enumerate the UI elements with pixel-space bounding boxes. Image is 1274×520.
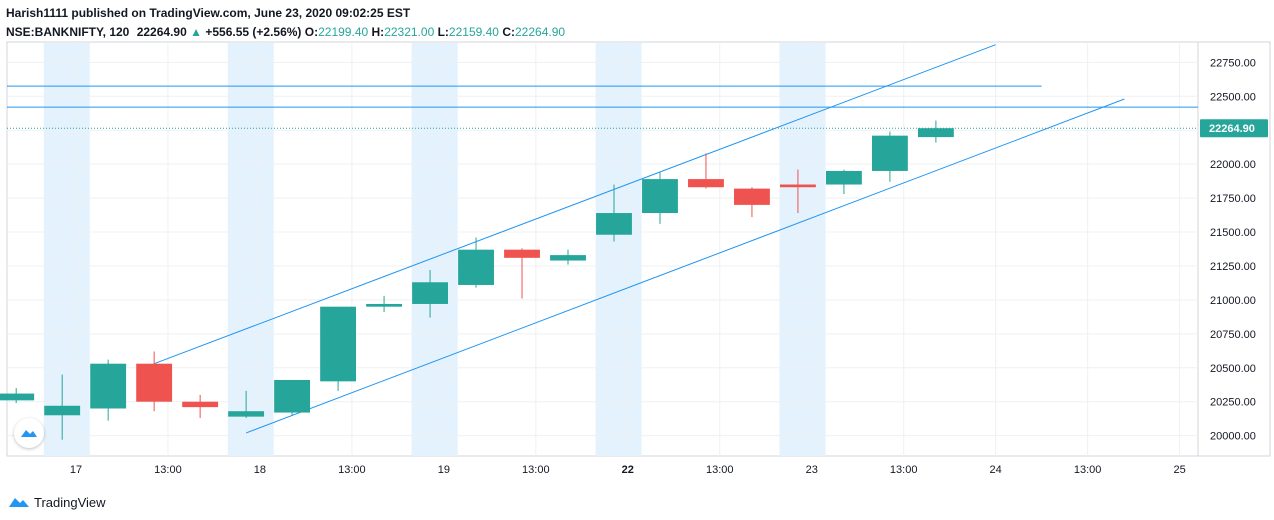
- candle-body: [596, 213, 632, 235]
- legend-line: NSE:BANKNIFTY, 120 22264.90 ▲ +556.55 (+…: [6, 24, 565, 41]
- y-tick-label: 20500.00: [1210, 363, 1256, 375]
- y-tick-label: 21500.00: [1210, 227, 1256, 239]
- last-price-tag-label: 22264.90: [1209, 123, 1255, 135]
- candle: [596, 184, 632, 242]
- candle-body: [458, 249, 494, 285]
- candle-body: [504, 249, 540, 258]
- session-band: [43, 43, 90, 456]
- candle: [412, 270, 448, 318]
- x-tick-label: 13:00: [890, 464, 918, 476]
- candle-body: [642, 179, 678, 214]
- tradingview-logo-icon: [21, 430, 37, 437]
- price-chart[interactable]: 20000.00 20250.00 20500.00 20750.00 21000.00…: [0, 0, 1274, 490]
- x-tick-label: 13:00: [522, 464, 550, 476]
- y-tick-label: 22000.00: [1210, 159, 1256, 171]
- candle-body: [136, 363, 173, 402]
- candle: [550, 249, 586, 265]
- candle-body: [825, 170, 862, 185]
- y-tick-label: 21000.00: [1210, 295, 1256, 307]
- y-tick-label: 22500.00: [1210, 91, 1256, 103]
- session-band: [411, 43, 458, 456]
- x-tick-label: 13:00: [154, 464, 182, 476]
- x-tick-label: 13:00: [1074, 464, 1102, 476]
- candle: [320, 306, 357, 391]
- x-tick-label: 23: [806, 464, 818, 476]
- open-value: 22199.40: [318, 25, 369, 39]
- open-label: O:: [304, 25, 319, 39]
- candle: [780, 169, 816, 214]
- candle-body: [228, 411, 265, 417]
- y-tick-label: 20000.00: [1210, 431, 1256, 443]
- candle: [366, 295, 403, 313]
- candle: [90, 359, 127, 421]
- session-band: [779, 43, 826, 456]
- y-tick-label: 21250.00: [1210, 261, 1256, 273]
- high-value: 22321.00: [384, 25, 435, 39]
- candle: [825, 169, 862, 195]
- footer: TradingView: [8, 491, 106, 513]
- x-tick-label: 24: [990, 464, 1002, 476]
- x-tick-label: 22: [622, 464, 634, 476]
- candle-body: [90, 363, 127, 409]
- low-label: L:: [437, 25, 449, 39]
- candle-body: [366, 303, 403, 307]
- session-band: [227, 43, 274, 456]
- candle: [917, 120, 954, 143]
- last-price: 22264.90: [136, 25, 187, 39]
- close-value: 22264.90: [515, 25, 566, 39]
- candle: [734, 187, 770, 218]
- candle: [136, 351, 173, 412]
- up-arrow-icon: ▲: [190, 25, 202, 39]
- candle-body: [871, 135, 908, 171]
- candle-body: [734, 188, 770, 205]
- trend-channel-line: [245, 98, 1125, 434]
- high-label: H:: [371, 25, 385, 39]
- last-price-tag: [1200, 119, 1268, 138]
- close-label: C:: [502, 25, 515, 39]
- candle: [642, 172, 678, 224]
- x-tick-label: 19: [438, 464, 450, 476]
- y-tick-label: 20750.00: [1210, 329, 1256, 341]
- candle-body: [412, 282, 448, 304]
- chart-header: Harish1111 published on TradingView.com,…: [6, 5, 565, 41]
- candle-body: [688, 179, 724, 188]
- candle: [274, 379, 311, 416]
- y-tick-label: 20250.00: [1210, 397, 1256, 409]
- symbol-label[interactable]: NSE:BANKNIFTY, 120: [6, 25, 130, 39]
- candle-body: [182, 401, 219, 408]
- x-tick-label: 18: [254, 464, 266, 476]
- publish-info: Harish1111 published on TradingView.com,…: [6, 5, 565, 22]
- candle: [688, 153, 724, 189]
- candle: [0, 388, 35, 404]
- candle: [182, 394, 219, 418]
- x-tick-label: 13:00: [706, 464, 734, 476]
- candle: [228, 390, 265, 418]
- y-tick-label: 22750.00: [1210, 57, 1256, 69]
- candle-body: [550, 255, 586, 261]
- x-tick-label: 25: [1173, 464, 1185, 476]
- candle: [458, 237, 494, 288]
- session-band: [595, 43, 642, 456]
- candle-body: [44, 405, 81, 416]
- tradingview-footer-logo-icon[interactable]: [8, 495, 30, 509]
- candle-body: [780, 184, 816, 188]
- candle-body: [0, 393, 35, 401]
- publish-line: Harish1111 published on TradingView.com,…: [6, 6, 411, 20]
- candle-body: [320, 306, 357, 382]
- candle: [871, 131, 908, 182]
- y-tick-label: 21750.00: [1210, 193, 1256, 205]
- low-value: 22159.40: [448, 25, 499, 39]
- candle-body: [274, 379, 311, 413]
- footer-brand[interactable]: TradingView: [34, 494, 106, 510]
- candle: [504, 248, 540, 299]
- price-change: +556.55 (+2.56%): [205, 25, 302, 39]
- x-tick-label: 17: [70, 464, 82, 476]
- x-tick-label: 13:00: [338, 464, 366, 476]
- tradingview-badge[interactable]: [14, 418, 44, 448]
- trend-channel-line: [153, 44, 996, 365]
- candle-body: [917, 128, 954, 138]
- candle: [44, 374, 81, 440]
